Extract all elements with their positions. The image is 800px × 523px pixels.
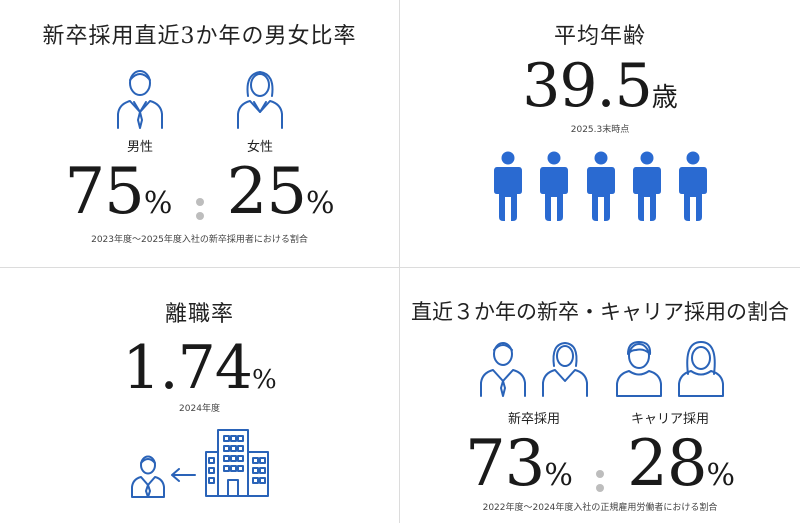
standing-person-icon <box>586 151 615 221</box>
career-woman-icon <box>678 341 724 397</box>
turnover-title: 離職率 <box>164 302 234 327</box>
new-grad-unit: % <box>544 458 573 493</box>
office-building-icon <box>205 429 269 497</box>
female-person-icon <box>237 71 283 129</box>
businessman-icon <box>131 455 165 498</box>
people-row <box>493 151 708 221</box>
age-note: 2025.3末時点 <box>570 125 630 135</box>
hiring-ratio-title: 直近３か年の新卒・キャリア採用の割合 <box>411 300 789 324</box>
age-unit: 歳 <box>651 83 678 113</box>
average-age-panel: 平均年齢 39.5歳 2025.3末時点 <box>400 0 800 267</box>
career-unit: % <box>706 458 736 493</box>
standing-person-icon <box>632 151 661 221</box>
male-person-icon <box>117 70 163 129</box>
turnover-panel: 離職率 1.74% 2024年度 <box>0 268 399 523</box>
female-value: 25 <box>226 155 307 229</box>
ratio-colon <box>592 464 608 498</box>
female-label: 女性 <box>246 140 273 155</box>
career-man-icon <box>616 341 662 397</box>
age-value: 39.5 <box>522 51 653 121</box>
gender-title: 新卒採用直近3か年の男女比率 <box>42 24 357 49</box>
new-grad-label: 新卒採用 <box>507 412 560 427</box>
turnover-value-row: 1.74% <box>0 338 399 398</box>
male-unit: % <box>143 186 173 221</box>
standing-person-icon <box>540 151 569 221</box>
age-title: 平均年齢 <box>553 24 646 49</box>
ratio-colon <box>192 192 208 226</box>
man-suit-icon <box>480 342 526 397</box>
hiring-values: 73% 28% <box>400 432 800 498</box>
turnover-value: 1.74 <box>122 333 253 403</box>
turnover-note: 2024年度 <box>179 404 220 414</box>
gender-ratio-panel: 新卒採用直近3か年の男女比率 男性 女性 75% 25% <box>0 0 399 267</box>
hiring-ratio-panel: 直近３か年の新卒・キャリア採用の割合 <box>400 268 800 523</box>
gender-note: 2023年度〜2025年度入社の新卒採用者における割合 <box>91 235 308 245</box>
new-grad-value: 73 <box>464 427 545 501</box>
female-unit: % <box>306 186 335 221</box>
career-value: 28 <box>627 427 707 501</box>
horizontal-divider <box>0 267 800 268</box>
woman-suit-icon <box>542 342 588 397</box>
male-label: 男性 <box>126 140 153 155</box>
hiring-note: 2022年度〜2024年度入社の正規雇用労働者における割合 <box>482 503 718 513</box>
standing-person-icon <box>494 151 522 221</box>
arrow-left-icon <box>171 468 196 482</box>
turnover-unit: % <box>251 365 277 395</box>
gender-values: 75% 25% <box>0 160 399 226</box>
age-value-row: 39.5歳 <box>400 56 800 116</box>
standing-person-icon <box>679 151 707 221</box>
career-label: キャリア採用 <box>630 412 709 427</box>
male-value: 75 <box>64 155 144 229</box>
vertical-divider <box>399 0 400 523</box>
